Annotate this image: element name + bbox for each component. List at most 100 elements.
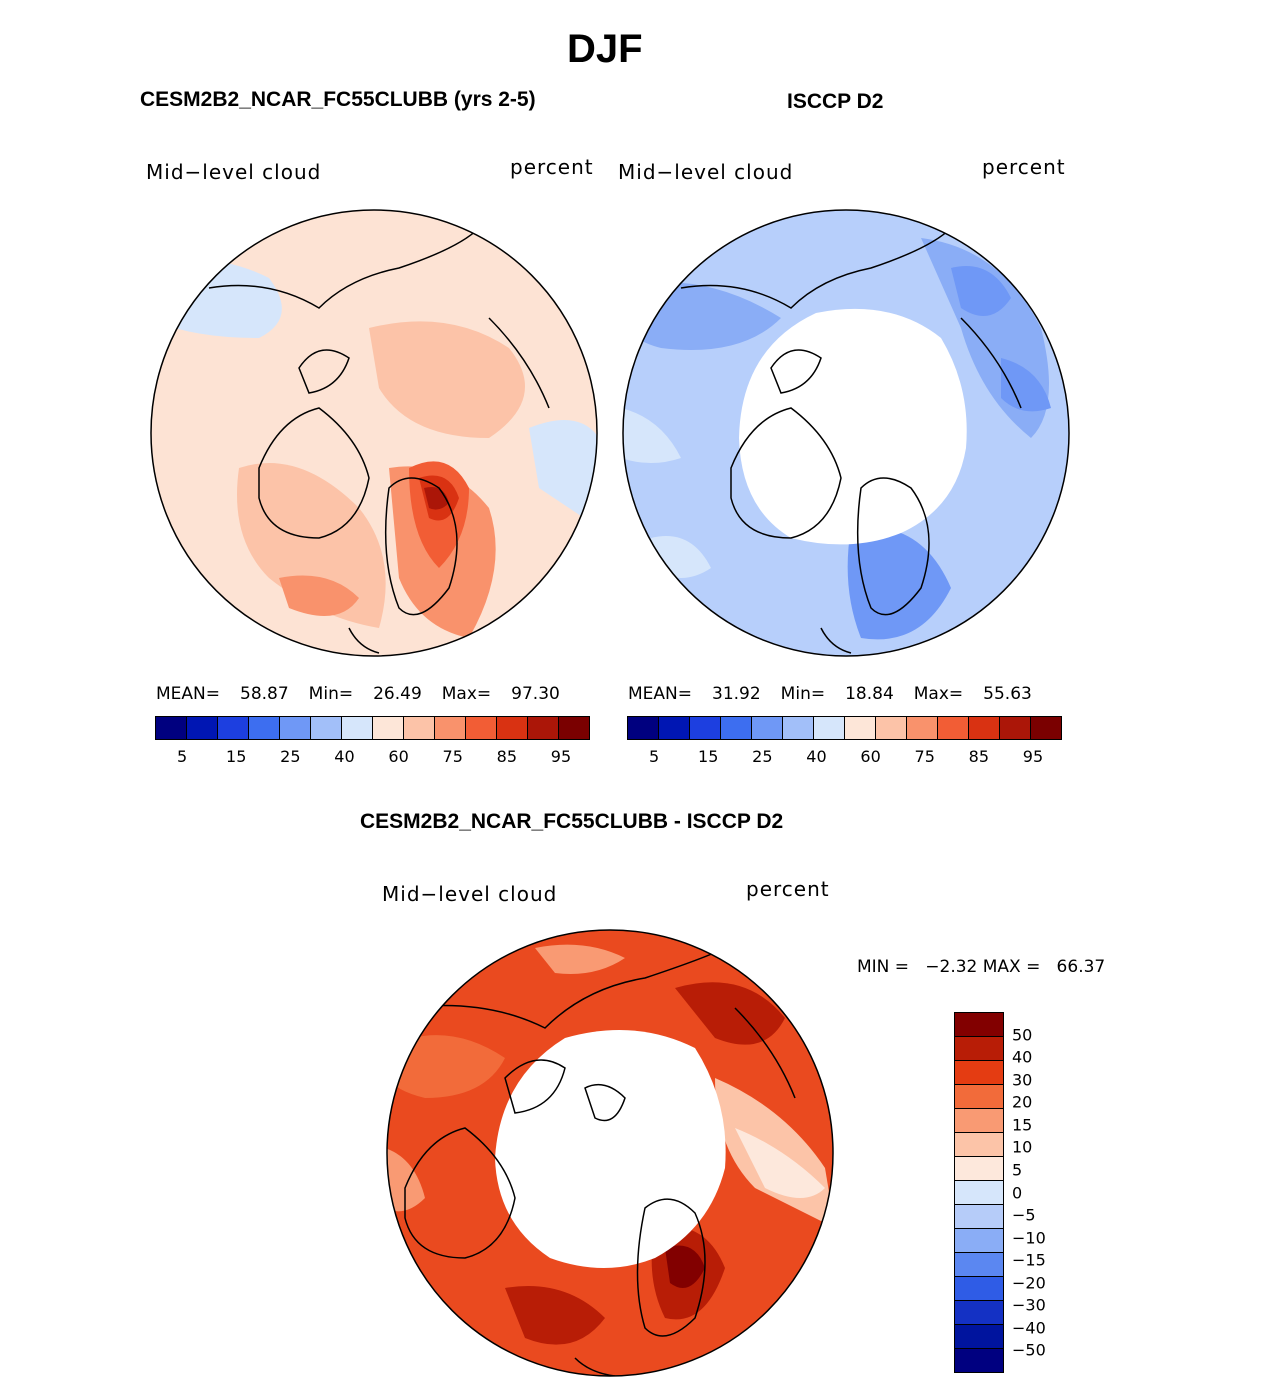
- diff-colorbar-swatch: [955, 1205, 1003, 1229]
- model-colorbar-swatch: [249, 717, 280, 739]
- diff-colorbar-swatch: [955, 1181, 1003, 1205]
- model-colorbar-tick: 60: [388, 747, 409, 766]
- diff-colorbar-tick: −10: [1012, 1228, 1046, 1248]
- model-colorbar-swatch: [311, 717, 342, 739]
- obs-colorbar-swatch: [1031, 717, 1061, 739]
- diff-colorbar-swatch: [955, 1301, 1003, 1325]
- diff-colorbar-tick: 5: [1012, 1160, 1023, 1180]
- obs-colorbar-swatch: [938, 717, 969, 739]
- obs-units-label: percent: [982, 155, 1066, 179]
- obs-colorbar-tick: 15: [698, 747, 719, 766]
- diff-colorbar-swatch: [955, 1325, 1003, 1349]
- model-subtitle: CESM2B2_NCAR_FC55CLUBB (yrs 2-5): [140, 88, 536, 111]
- model-stats: MEAN= 58.87 Min= 26.49 Max= 97.30: [156, 684, 580, 704]
- obs-colorbar-swatch: [659, 717, 690, 739]
- obs-stats: MEAN= 31.92 Min= 18.84 Max= 55.63: [628, 684, 1052, 704]
- diff-colorbar-swatch: [955, 1133, 1003, 1157]
- diff-minmax: MIN = −2.32 MAX = 66.37: [857, 957, 1106, 977]
- model-colorbar-tick: 85: [496, 747, 517, 766]
- model-colorbar-tick: 75: [442, 747, 463, 766]
- diff-colorbar-swatch: [955, 1349, 1003, 1372]
- model-max-value: 97.30: [511, 684, 560, 704]
- model-colorbar-tick: 5: [176, 747, 188, 766]
- model-variable-label: Mid−level cloud: [146, 160, 322, 184]
- obs-colorbar-tick: 60: [860, 747, 881, 766]
- model-colorbar-swatch: [528, 717, 559, 739]
- diff-colorbar-swatch: [955, 1109, 1003, 1133]
- model-colorbar-ticks: 5 15 25 40 60 75 85 95: [155, 747, 588, 767]
- obs-colorbar-swatch: [721, 717, 752, 739]
- obs-mean-value: 31.92: [712, 684, 761, 704]
- model-colorbar-swatch: [466, 717, 497, 739]
- diff-colorbar-tick: 10: [1012, 1137, 1033, 1157]
- model-min-label: Min=: [308, 684, 354, 704]
- obs-max-label: Max=: [913, 684, 964, 704]
- model-colorbar-tick: 15: [226, 747, 247, 766]
- diff-colorbar-swatch: [955, 1157, 1003, 1181]
- model-colorbar-swatch: [156, 717, 187, 739]
- model-colorbar-tick: 95: [550, 747, 572, 766]
- obs-max-value: 55.63: [983, 684, 1032, 704]
- obs-colorbar-swatch: [907, 717, 938, 739]
- diff-colorbar-tick: −5: [1012, 1205, 1036, 1225]
- obs-colorbar-swatch: [628, 717, 659, 739]
- model-colorbar-swatch: [342, 717, 373, 739]
- diff-colorbar-tick: 30: [1012, 1070, 1033, 1090]
- model-colorbar-tick: 25: [280, 747, 301, 766]
- obs-subtitle: ISCCP D2: [787, 90, 884, 113]
- diff-colorbar-swatch: [955, 1061, 1003, 1085]
- obs-min-value: 18.84: [845, 684, 894, 704]
- obs-colorbar-tick: 95: [1022, 747, 1044, 766]
- diff-colorbar-tick: −15: [1012, 1250, 1046, 1270]
- obs-min-label: Min=: [780, 684, 826, 704]
- model-min-value: 26.49: [373, 684, 422, 704]
- model-colorbar-swatch: [218, 717, 249, 739]
- model-colorbar-tick: 40: [334, 747, 355, 766]
- model-max-label: Max=: [441, 684, 492, 704]
- diff-colorbar-tick: 15: [1012, 1115, 1033, 1135]
- model-colorbar-swatch: [497, 717, 528, 739]
- diff-colorbar-tick: 40: [1012, 1047, 1033, 1067]
- obs-colorbar-tick: 5: [648, 747, 660, 766]
- obs-colorbar-swatch: [783, 717, 814, 739]
- obs-colorbar-swatch: [814, 717, 845, 739]
- obs-variable-label: Mid−level cloud: [618, 160, 794, 184]
- obs-colorbar-swatch: [876, 717, 907, 739]
- obs-colorbar-tick: 75: [914, 747, 935, 766]
- model-colorbar: [155, 716, 590, 740]
- obs-mean-label: MEAN=: [628, 684, 692, 704]
- diff-colorbar-tick: −40: [1012, 1318, 1046, 1338]
- diff-colorbar-swatch: [955, 1253, 1003, 1277]
- obs-colorbar-swatch: [969, 717, 1000, 739]
- diff-colorbar-swatch: [955, 1085, 1003, 1109]
- diff-colorbar-swatch: [955, 1229, 1003, 1253]
- diff-colorbar-tick: 0: [1012, 1183, 1023, 1202]
- obs-colorbar-tick: 25: [752, 747, 773, 766]
- diff-colorbar-tick: −20: [1012, 1273, 1046, 1293]
- obs-colorbar-swatch: [1000, 717, 1031, 739]
- diff-colorbar-tick: −50: [1012, 1340, 1046, 1360]
- page-title: DJF: [567, 27, 643, 71]
- model-colorbar-swatch: [559, 717, 589, 739]
- obs-colorbar-ticks: 5 15 25 40 60 75 85 95: [627, 747, 1060, 767]
- obs-colorbar-swatch: [845, 717, 876, 739]
- model-colorbar-swatch: [280, 717, 311, 739]
- obs-colorbar: [627, 716, 1062, 740]
- model-colorbar-swatch: [373, 717, 404, 739]
- model-polar-map: [150, 209, 598, 657]
- obs-colorbar-tick: 85: [968, 747, 989, 766]
- diff-colorbar-ticks: 50 40 30 20 15 10 5 0 −5 −10 −15 −20 −30 −40 −50: [1012, 1012, 1072, 1373]
- model-mean-value: 58.87: [240, 684, 289, 704]
- model-colorbar-swatch: [187, 717, 218, 739]
- diff-polar-map: [386, 929, 834, 1377]
- model-colorbar-swatch: [435, 717, 466, 739]
- model-mean-label: MEAN=: [156, 684, 220, 704]
- diff-colorbar: [954, 1012, 1004, 1373]
- diff-variable-label: Mid−level cloud: [382, 882, 558, 906]
- obs-colorbar-swatch: [752, 717, 783, 739]
- obs-polar-map: [622, 209, 1070, 657]
- diff-colorbar-swatch: [955, 1037, 1003, 1061]
- diff-colorbar-tick: −30: [1012, 1295, 1046, 1315]
- diff-colorbar-swatch: [955, 1013, 1003, 1037]
- obs-colorbar-swatch: [690, 717, 721, 739]
